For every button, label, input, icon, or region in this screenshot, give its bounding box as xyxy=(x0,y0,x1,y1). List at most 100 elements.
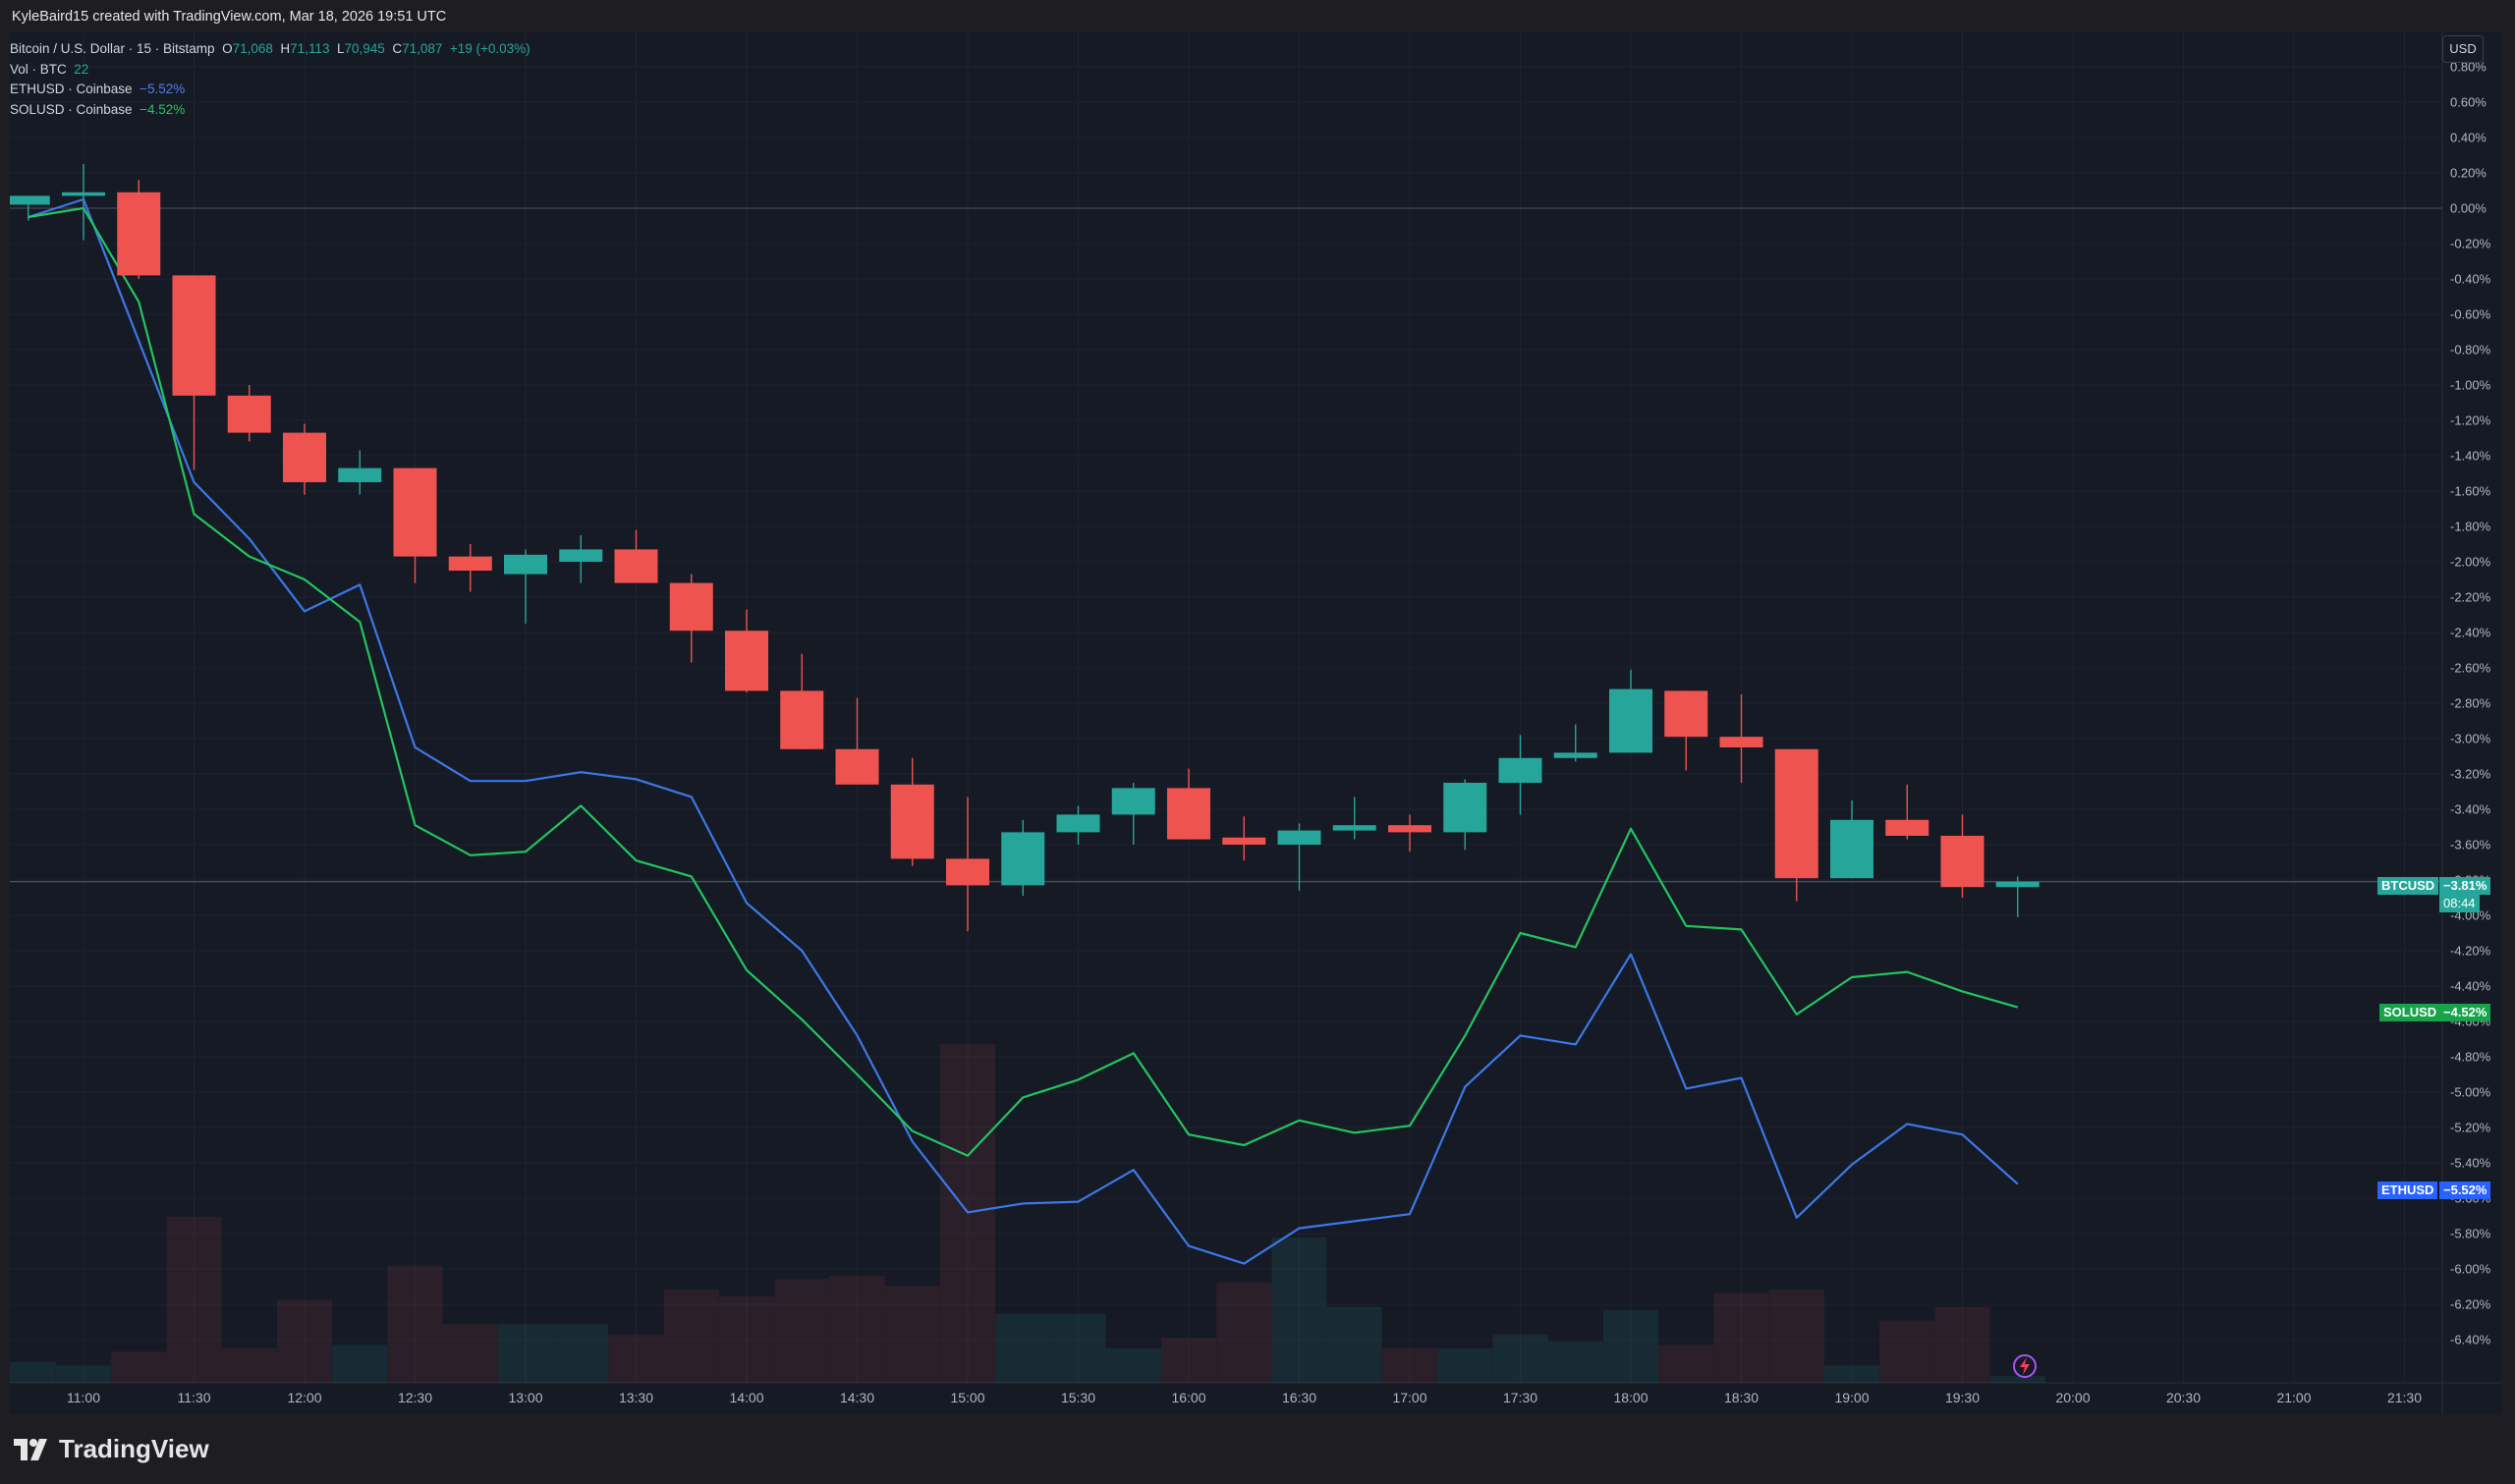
y-tick-label: -1.00% xyxy=(2450,378,2491,393)
close-value: 71,087 xyxy=(402,41,443,56)
legend-volume[interactable]: Vol · BTC 22 xyxy=(10,60,531,81)
candle-body-up[interactable] xyxy=(1553,752,1597,758)
volume-bar xyxy=(1879,1320,1935,1383)
chart-legend: Bitcoin / U.S. Dollar · 15 · Bitstamp O7… xyxy=(10,39,531,120)
candle-body-up[interactable] xyxy=(1443,783,1487,833)
volume-bar xyxy=(1105,1347,1161,1383)
candle-body-down[interactable] xyxy=(669,582,713,632)
candle-body-down[interactable] xyxy=(614,549,658,583)
y-tick-label: -0.40% xyxy=(2450,272,2491,287)
volume-value: 22 xyxy=(74,61,89,77)
candle-body-down[interactable] xyxy=(1885,819,1929,836)
y-tick-label: 0.80% xyxy=(2450,60,2487,75)
candle-body-down[interactable] xyxy=(117,192,161,276)
y-tick-label: -3.20% xyxy=(2450,767,2491,782)
candle-body-down[interactable] xyxy=(1940,836,1984,888)
candle-body-up[interactable] xyxy=(1001,832,1045,886)
candle-body-down[interactable] xyxy=(448,556,492,571)
volume-bar xyxy=(111,1351,167,1383)
x-tick-label: 15:30 xyxy=(1061,1390,1095,1405)
candle-body-down[interactable] xyxy=(1719,737,1763,747)
y-tick-label: -1.40% xyxy=(2450,449,2491,464)
currency-button[interactable]: USD xyxy=(2442,35,2484,63)
y-tick-label: -5.20% xyxy=(2450,1121,2491,1135)
volume-bar xyxy=(1989,1375,2045,1383)
candle-body-up[interactable] xyxy=(559,549,603,562)
candle-body-down[interactable] xyxy=(780,690,824,749)
ethusd-value-badge: −5.52% xyxy=(2439,1182,2491,1199)
y-tick-label: -1.80% xyxy=(2450,520,2491,534)
candle-body-up[interactable] xyxy=(10,195,50,205)
volume-bar xyxy=(1824,1365,1879,1383)
volume-bar xyxy=(719,1295,774,1383)
candle-body-down[interactable] xyxy=(283,432,326,482)
volume-bar xyxy=(1216,1282,1272,1383)
volume-bar xyxy=(1492,1334,1548,1383)
created-by-credit: KyleBaird15 created with TradingView.com… xyxy=(12,9,447,25)
candle-body-up[interactable] xyxy=(1111,788,1155,815)
y-tick-label: -1.60% xyxy=(2450,484,2491,499)
change-value: +19 (+0.03%) xyxy=(449,41,531,56)
y-tick-label: -3.00% xyxy=(2450,732,2491,746)
x-tick-label: 18:30 xyxy=(1724,1390,1759,1405)
candle-body-down[interactable] xyxy=(1167,788,1210,840)
lightning-icon[interactable] xyxy=(2010,1351,2040,1381)
y-tick-label: -5.00% xyxy=(2450,1085,2491,1100)
low-value: 70,945 xyxy=(344,41,385,56)
solusd-line[interactable] xyxy=(28,206,2019,1157)
bar-countdown-badge: 08:44 xyxy=(2439,895,2480,912)
candle-body-up[interactable] xyxy=(504,554,547,575)
volume-bar xyxy=(1050,1313,1106,1383)
y-tick-label: 0.60% xyxy=(2450,95,2487,110)
candle-body-up[interactable] xyxy=(1332,825,1376,831)
y-tick-label: -5.40% xyxy=(2450,1156,2491,1171)
y-tick-label: 0.00% xyxy=(2450,201,2487,216)
volume-bar xyxy=(1326,1306,1382,1383)
volume-bar xyxy=(221,1347,277,1383)
candle-body-up[interactable] xyxy=(1277,830,1321,845)
legend-main-symbol[interactable]: Bitcoin / U.S. Dollar · 15 · Bitstamp O7… xyxy=(10,39,531,60)
candle-body-up[interactable] xyxy=(1056,814,1100,833)
volume-bar xyxy=(995,1313,1051,1383)
candle-body-up[interactable] xyxy=(62,192,105,196)
ethusd-line[interactable] xyxy=(28,197,2019,1265)
volume-bar xyxy=(1382,1347,1437,1383)
tradingview-logo[interactable]: TradingView xyxy=(14,1434,209,1464)
volume-bar xyxy=(1603,1310,1658,1383)
candle-body-up[interactable] xyxy=(1498,757,1542,783)
y-tick-label: -1.20% xyxy=(2450,413,2491,428)
x-tick-label: 17:30 xyxy=(1503,1390,1537,1405)
x-tick-label: 12:30 xyxy=(398,1390,432,1405)
y-tick-label: -4.80% xyxy=(2450,1050,2491,1065)
candle-body-up[interactable] xyxy=(1995,881,2040,888)
candle-body-down[interactable] xyxy=(946,858,989,886)
legend-solusd[interactable]: SOLUSD · Coinbase −4.52% xyxy=(10,100,531,121)
legend-ethusd[interactable]: ETHUSD · Coinbase −5.52% xyxy=(10,80,531,100)
candle-body-down[interactable] xyxy=(890,784,934,859)
y-tick-label: -2.00% xyxy=(2450,555,2491,570)
symbol-title[interactable]: Bitcoin / U.S. Dollar · 15 · Bitstamp xyxy=(10,41,215,56)
candle-body-down[interactable] xyxy=(1664,690,1708,738)
price-chart[interactable]: 0.80% 0.60% 0.40% 0.20% 0.00% -0.20% -0.40% -0.… xyxy=(10,31,2501,1414)
candle-body-down[interactable] xyxy=(227,395,271,433)
candle-body-down[interactable] xyxy=(393,467,437,557)
x-tick-label: 21:00 xyxy=(2276,1390,2311,1405)
candle-body-up[interactable] xyxy=(1609,688,1652,753)
chart-pane[interactable]: 0.80% 0.60% 0.40% 0.20% 0.00% -0.20% -0.40% -0.… xyxy=(10,31,2501,1414)
candle-body-down[interactable] xyxy=(1222,837,1266,845)
x-tick-label: 11:00 xyxy=(67,1390,100,1405)
volume-bar xyxy=(332,1345,388,1383)
candle-body-up[interactable] xyxy=(1830,819,1873,879)
y-tick-label: -2.60% xyxy=(2450,661,2491,676)
candle-body-down[interactable] xyxy=(1388,825,1431,833)
y-tick-label: 0.20% xyxy=(2450,166,2487,181)
candle-body-down[interactable] xyxy=(835,748,879,785)
candle-body-up[interactable] xyxy=(338,467,382,482)
tradingview-logo-icon xyxy=(14,1438,47,1460)
x-tick-label: 17:00 xyxy=(1392,1390,1426,1405)
candle-body-down[interactable] xyxy=(172,275,216,396)
x-tick-label: 12:00 xyxy=(287,1390,321,1405)
candle-body-down[interactable] xyxy=(1774,748,1818,879)
volume-bar xyxy=(1547,1341,1603,1383)
candle-body-down[interactable] xyxy=(725,631,768,691)
